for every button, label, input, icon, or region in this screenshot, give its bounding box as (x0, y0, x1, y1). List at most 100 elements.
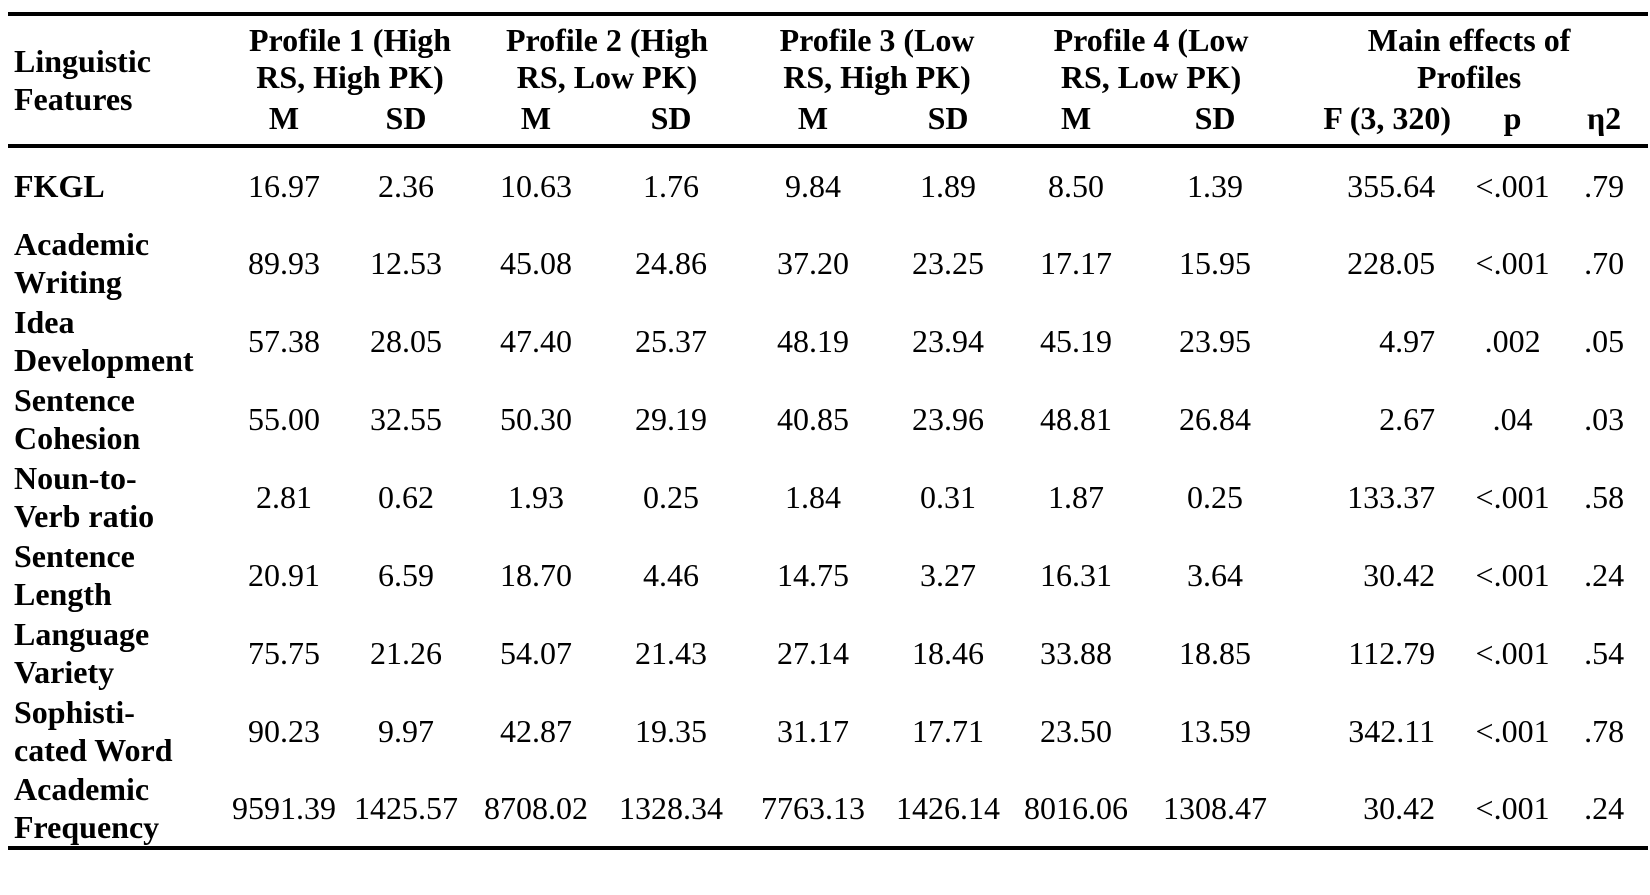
subheader-p3-sd: SD (884, 98, 1013, 148)
cell-p4-sd: 1.39 (1187, 167, 1244, 204)
cell-p3-sd: 1426.14 (896, 789, 1001, 826)
cell-p4-sd: 1308.47 (1163, 789, 1268, 826)
cell-p4-m: 8.50 (1048, 167, 1105, 204)
row-label: Noun-to- Verb ratio (14, 460, 155, 534)
cell-p2-m: 47.40 (500, 322, 573, 359)
cell-p1-sd: 9.97 (378, 712, 434, 749)
cell-f: 112.79 (1348, 634, 1436, 671)
table-row: Language Variety 75.75 21.26 54.07 21.43 27.1… (8, 614, 1648, 692)
cell-p2-m: 50.30 (500, 400, 573, 437)
column-header-profile-2: Profile 2 (High RS, Low PK) (506, 22, 709, 95)
cell-eta2: .78 (1584, 712, 1625, 749)
cell-p1-m: 55.00 (248, 400, 320, 437)
cell-p2-m: 18.70 (500, 556, 573, 593)
row-label: Idea Development (14, 304, 194, 378)
row-label: Academic Writing (14, 226, 150, 300)
cell-p2-sd: 1.76 (643, 167, 700, 204)
cell-p4-sd: 26.84 (1179, 400, 1252, 437)
cell-p1-sd: 32.55 (370, 400, 442, 437)
cell-p4-m: 45.19 (1040, 322, 1113, 359)
table-row: Sentence Length 20.91 6.59 18.70 4.46 14.75 3.… (8, 536, 1648, 614)
subheader-p-value: p (1465, 98, 1561, 148)
cell-eta2: .58 (1584, 478, 1625, 515)
cell-p4-sd: 23.95 (1179, 322, 1252, 359)
cell-f: 2.67 (1379, 400, 1436, 437)
cell-p3-m: 7763.13 (761, 789, 866, 826)
cell-p3-sd: 0.31 (920, 478, 977, 515)
cell-p4-m: 23.50 (1040, 712, 1113, 749)
cell-p3-sd: 23.25 (912, 244, 985, 281)
cell-f: 30.42 (1363, 789, 1436, 826)
cell-p4-m: 48.81 (1040, 400, 1113, 437)
row-label: FKGL (14, 168, 105, 204)
cell-p: <.001 (1475, 478, 1550, 515)
cell-eta2: .79 (1584, 167, 1625, 204)
cell-p3-m: 37.20 (777, 244, 850, 281)
cell-p2-m: 8708.02 (484, 789, 589, 826)
cell-p2-sd: 24.86 (635, 244, 708, 281)
cell-p3-m: 27.14 (777, 634, 850, 671)
subheader-f-statistic: F (3, 320) (1290, 98, 1466, 148)
table-row: Sophisti- cated Word 90.23 9.97 42.87 19.35 3… (8, 692, 1648, 770)
cell-p2-m: 10.63 (500, 167, 573, 204)
cell-p3-sd: 17.71 (912, 712, 985, 749)
cell-eta2: .03 (1584, 400, 1625, 437)
row-label: Sentence Length (14, 538, 135, 612)
table-row: Academic Writing 89.93 12.53 45.08 24.86 37.2… (8, 224, 1648, 302)
subheader-eta-squared: η2 (1560, 98, 1649, 148)
cell-p3-sd: 18.46 (912, 634, 985, 671)
column-header-profile-3: Profile 3 (Low RS, High PK) (779, 22, 975, 95)
cell-p4-m: 16.31 (1040, 556, 1113, 593)
subheader-p4-m: M (1012, 98, 1141, 148)
subheader-p2-m: M (472, 98, 601, 148)
cell-f: 30.42 (1363, 556, 1436, 593)
column-header-main-effects: Main effects of Profiles (1367, 22, 1571, 95)
cell-p4-sd: 15.95 (1179, 244, 1252, 281)
cell-f: 4.97 (1379, 322, 1436, 359)
table-row: Academic Frequency 9591.39 1425.57 8708.02 1… (8, 770, 1648, 848)
row-label: Sophisti- cated Word (14, 694, 173, 768)
cell-p1-sd: 21.26 (370, 634, 442, 671)
cell-f: 342.11 (1348, 712, 1436, 749)
cell-p1-m: 16.97 (248, 167, 320, 204)
subheader-p2-sd: SD (600, 98, 743, 148)
table-row: FKGL 16.97 2.36 10.63 1.76 9.84 1.89 8.50 1.39 35… (8, 146, 1648, 224)
table-row: Sentence Cohesion 55.00 32.55 50.30 29.19 40.… (8, 380, 1648, 458)
linguistic-features-table: Linguistic Features Profile 1 (High RS, … (8, 12, 1649, 850)
row-label: Sentence Cohesion (14, 382, 141, 456)
cell-p4-sd: 18.85 (1179, 634, 1252, 671)
cell-p4-m: 33.88 (1040, 634, 1113, 671)
column-header-profile-4: Profile 4 (Low RS, Low PK) (1053, 22, 1249, 95)
cell-p2-m: 54.07 (500, 634, 573, 671)
cell-p2-sd: 1328.34 (619, 789, 724, 826)
cell-p1-m: 90.23 (248, 712, 320, 749)
column-header-profile-1: Profile 1 (High RS, High PK) (248, 22, 452, 95)
cell-p4-sd: 3.64 (1187, 556, 1244, 593)
cell-p2-sd: 0.25 (643, 478, 700, 515)
cell-eta2: .70 (1584, 244, 1625, 281)
cell-p3-m: 40.85 (777, 400, 850, 437)
cell-p2-sd: 25.37 (635, 322, 708, 359)
cell-p4-sd: 13.59 (1179, 712, 1252, 749)
row-label: Academic Frequency (14, 771, 160, 845)
cell-p3-sd: 23.96 (912, 400, 985, 437)
cell-p: <.001 (1475, 167, 1550, 204)
cell-f: 228.05 (1347, 244, 1436, 281)
cell-eta2: .05 (1584, 322, 1625, 359)
cell-p1-sd: 28.05 (370, 322, 442, 359)
header-stat-row: M SD M SD M SD M SD F (3, 320) p η2 (8, 98, 1649, 148)
cell-p2-sd: 19.35 (635, 712, 708, 749)
cell-f: 355.64 (1347, 167, 1436, 204)
cell-p4-sd: 0.25 (1187, 478, 1244, 515)
cell-p3-m: 9.84 (785, 167, 842, 204)
cell-p3-sd: 1.89 (920, 167, 977, 204)
cell-f: 133.37 (1347, 478, 1436, 515)
subheader-p4-sd: SD (1140, 98, 1291, 148)
cell-p: <.001 (1475, 712, 1550, 749)
cell-p1-m: 89.93 (248, 244, 320, 281)
subheader-p1-sd: SD (340, 98, 473, 148)
cell-p1-m: 9591.39 (232, 789, 336, 826)
cell-p3-m: 48.19 (777, 322, 850, 359)
cell-p1-sd: 12.53 (370, 244, 442, 281)
